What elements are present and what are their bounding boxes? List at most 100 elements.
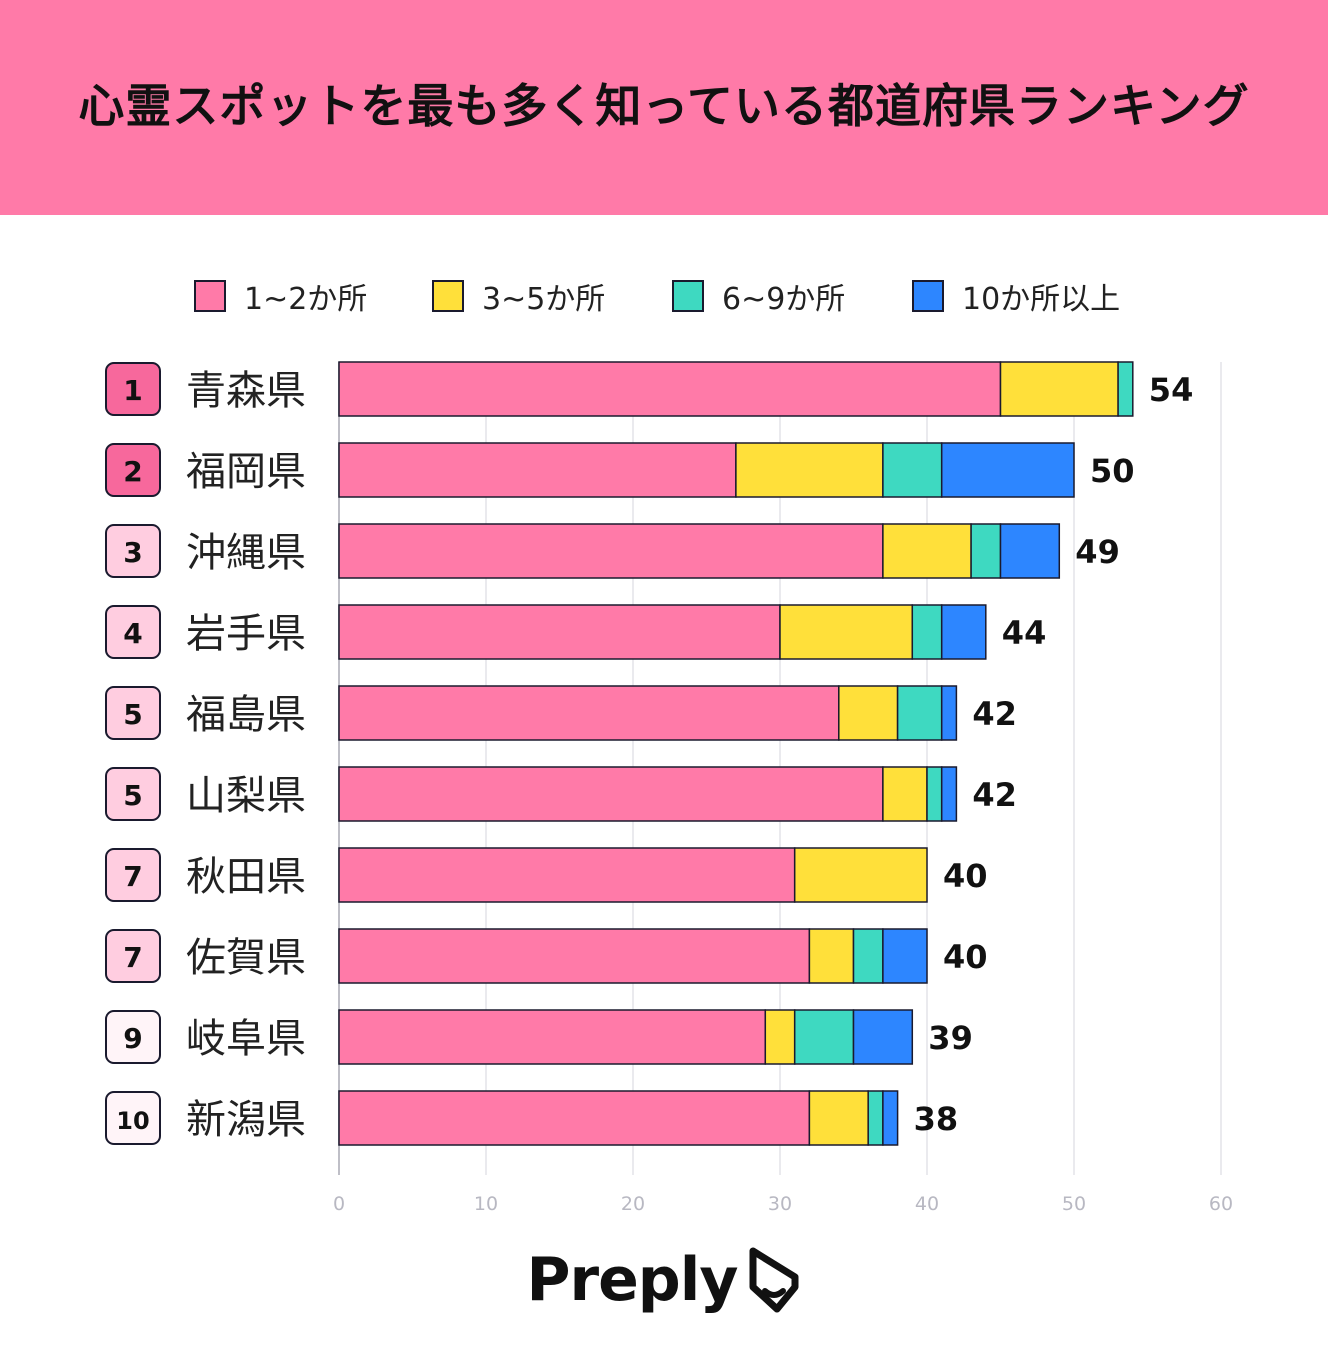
bar-segment xyxy=(338,604,781,660)
total-label: 50 xyxy=(1090,452,1135,490)
total-label: 38 xyxy=(914,1100,959,1138)
bar-segment xyxy=(882,928,928,984)
total-label: 40 xyxy=(943,857,988,895)
bar-segment xyxy=(940,604,987,660)
legend-label: 10か所以上 xyxy=(962,282,1121,317)
bar-segment xyxy=(338,928,811,984)
x-tick-label: 60 xyxy=(1209,1193,1233,1215)
rank-badge xyxy=(105,443,161,497)
bar-segment xyxy=(338,523,884,579)
category-label: 福島県 xyxy=(186,692,306,738)
category-label: 岩手県 xyxy=(186,611,306,657)
rank-badge xyxy=(105,605,161,659)
x-tick-label: 10 xyxy=(474,1193,498,1215)
bar-segment xyxy=(793,1009,855,1065)
total-label: 49 xyxy=(1075,533,1120,571)
bar-segment xyxy=(735,442,884,498)
legend-label: 6~9か所 xyxy=(722,282,846,317)
bar-segment xyxy=(338,1090,811,1146)
bar-segment xyxy=(882,1090,899,1146)
bar-segment xyxy=(999,361,1119,417)
preply-logo: Preply xyxy=(0,1240,1328,1320)
rank-number: 5 xyxy=(123,779,142,812)
bar-segment xyxy=(838,685,899,741)
bar-segment xyxy=(338,847,796,903)
category-label: 福岡県 xyxy=(186,449,306,495)
rank-badge xyxy=(105,362,161,416)
total-label: 42 xyxy=(972,776,1017,814)
legend-swatch-yellow xyxy=(432,280,464,312)
legend-item-10-plus: 10か所以上 xyxy=(912,274,1120,318)
bar-segment xyxy=(852,928,884,984)
x-tick-label: 40 xyxy=(915,1193,939,1215)
total-label: 54 xyxy=(1149,371,1194,409)
bar-segment xyxy=(338,766,884,822)
chart-title: 心霊スポットを最も多く知っている都道府県ランキング xyxy=(78,78,1250,133)
bar-segment xyxy=(970,523,1002,579)
legend-item-3-5: 3~5か所 xyxy=(432,274,605,318)
rank-badge xyxy=(105,848,161,902)
preply-logo-icon xyxy=(749,1247,799,1313)
total-label: 39 xyxy=(928,1019,973,1057)
bar-segment xyxy=(764,1009,796,1065)
bar-segment xyxy=(793,847,928,903)
legend-item-1-2: 1~2か所 xyxy=(194,274,367,318)
bar-segment xyxy=(882,442,943,498)
category-label: 佐賀県 xyxy=(186,935,306,981)
total-label: 42 xyxy=(972,695,1017,733)
bar-segment xyxy=(338,442,737,498)
category-label: 青森県 xyxy=(186,368,306,414)
legend-swatch-teal xyxy=(672,280,704,312)
x-tick-label: 50 xyxy=(1062,1193,1086,1215)
bar-segment xyxy=(779,604,914,660)
rank-number: 4 xyxy=(123,617,142,650)
x-tick-label: 0 xyxy=(333,1193,345,1215)
rank-badge xyxy=(105,1091,161,1145)
legend: 1~2か所 3~5か所 6~9か所 10か所以上 xyxy=(0,274,1328,317)
stacked-bar-chart: 0 10 20 30 40 50 60 1 青森県 5 42 福岡県 50 3 沖縄県 49 4 岩手県 44 5 福島… xyxy=(105,361,1233,1215)
rank-number: 1 xyxy=(123,374,142,407)
rank-badge xyxy=(105,929,161,983)
category-label: 岐阜県 xyxy=(186,1016,306,1062)
bar-segment xyxy=(808,1090,869,1146)
legend-swatch-pink xyxy=(194,280,226,312)
rank-number: 9 xyxy=(123,1022,142,1055)
rank-badge xyxy=(105,1010,161,1064)
category-label: 新潟県 xyxy=(186,1097,306,1143)
category-label: 秋田県 xyxy=(186,854,306,900)
title-banner: 心霊スポットを最も多く知っている都道府県ランキング xyxy=(0,0,1328,215)
rank-badge xyxy=(105,686,161,740)
category-label: 沖縄県 xyxy=(186,530,306,576)
rank-number: 7 xyxy=(123,941,142,974)
rank-number: 10 xyxy=(116,1107,149,1135)
legend-label: 3~5か所 xyxy=(482,282,606,317)
bar-segment xyxy=(911,604,943,660)
x-tick-label: 20 xyxy=(621,1193,645,1215)
bar-segment xyxy=(999,523,1061,579)
bar-segment xyxy=(338,685,840,741)
bar-segment xyxy=(1117,361,1134,417)
bar-segment xyxy=(852,1009,914,1065)
legend-label: 1~2か所 xyxy=(244,282,368,317)
bar-segment xyxy=(896,685,943,741)
rank-badge xyxy=(105,767,161,821)
x-tick-label: 30 xyxy=(768,1193,792,1215)
total-label: 40 xyxy=(943,938,988,976)
legend-swatch-blue xyxy=(912,280,944,312)
legend-item-6-9: 6~9か所 xyxy=(672,274,845,318)
bar-segment xyxy=(338,361,1002,417)
bar-segment xyxy=(940,685,958,741)
total-label: 44 xyxy=(1002,614,1047,652)
rank-number: 7 xyxy=(123,860,142,893)
category-label: 山梨県 xyxy=(186,773,306,819)
bar-segment xyxy=(808,928,855,984)
brand-name: Preply xyxy=(526,1245,739,1315)
bar-segment xyxy=(338,1009,767,1065)
rank-number: 5 xyxy=(123,698,142,731)
bar-segment xyxy=(867,1090,884,1146)
bar-segment xyxy=(926,766,943,822)
rank-number: 3 xyxy=(123,536,142,569)
bar-segment xyxy=(882,766,928,822)
bar-segment xyxy=(940,766,958,822)
bar-segment xyxy=(940,442,1075,498)
